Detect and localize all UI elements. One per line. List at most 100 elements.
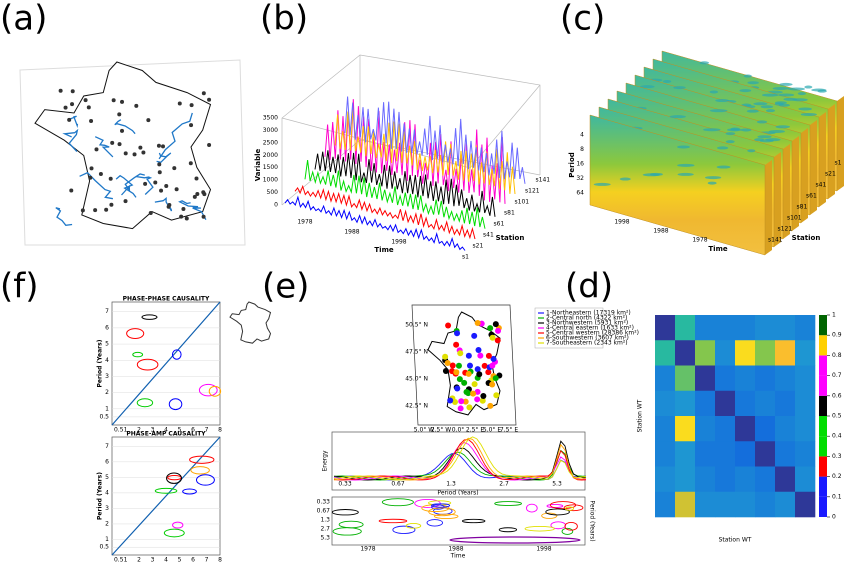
wave-spot (779, 82, 793, 86)
wave-spot (593, 182, 611, 186)
station (132, 152, 137, 157)
y-tick-label: 7 (105, 443, 109, 450)
x-tick-label: 2 (137, 557, 141, 562)
wave-spot (740, 128, 752, 132)
station (108, 176, 113, 181)
heatmap-cell (715, 365, 736, 392)
slab-side (819, 112, 826, 207)
contour (163, 528, 185, 538)
station (495, 327, 502, 334)
colorbar-segment (819, 315, 827, 336)
wave-spot (642, 173, 661, 177)
colorbar-segment (819, 416, 827, 437)
station (93, 208, 98, 213)
coherence-contour (545, 508, 570, 516)
station (189, 123, 194, 128)
station (487, 325, 494, 332)
colorbar-tick-label: 0.9 (832, 332, 842, 339)
heatmap-cell (755, 466, 776, 493)
colorbar-tick-label: 0.8 (832, 352, 842, 359)
panel-label: (a) (0, 0, 47, 39)
z-tick-label: s101 (787, 215, 802, 222)
legend-label: 5-Central western (28386 km²) (546, 330, 639, 337)
coherence-contour (541, 512, 558, 519)
station (442, 368, 449, 375)
colorbar-segment (819, 496, 827, 517)
heatmap-cell (695, 390, 716, 417)
station (94, 147, 99, 152)
wave-spot (677, 172, 694, 176)
station (111, 98, 116, 103)
river (114, 119, 136, 135)
heatmap-cell (735, 491, 756, 518)
colorbar-tick-label: 0.2 (832, 473, 842, 480)
slab-side (783, 144, 790, 239)
wave-spot (677, 145, 690, 149)
heatmap-cell (655, 340, 676, 366)
z-tick-label: s121 (525, 188, 540, 195)
heatmap-cell (715, 466, 736, 493)
station (157, 162, 162, 167)
contour (168, 398, 183, 411)
y-tick-label: 2000 (263, 152, 278, 159)
station (194, 176, 199, 181)
slab-face (589, 114, 766, 256)
station (456, 376, 463, 383)
heatmap-cell (735, 340, 756, 366)
y-tick-label: 1 (105, 405, 109, 412)
station (192, 194, 197, 199)
heatmap-cell (735, 466, 756, 493)
wave-spot (768, 129, 785, 133)
coherence-contour (430, 503, 451, 508)
heatmap-cell (735, 390, 756, 417)
heatmap-cell (735, 441, 756, 467)
y-tick-label: 1000 (263, 177, 278, 184)
wave-spot (673, 86, 686, 90)
y-tick-label: 1500 (263, 164, 278, 171)
station (159, 188, 164, 193)
station (462, 398, 469, 405)
contour (195, 474, 215, 486)
wave-spot (662, 79, 672, 83)
heatmap-cell (775, 441, 796, 467)
x-tick-label: 2.7 (499, 481, 509, 488)
station (444, 360, 451, 367)
series-line (304, 160, 486, 229)
station (146, 118, 151, 123)
station (480, 392, 487, 399)
wave-spot (746, 109, 759, 113)
y-tick-label: 0 (274, 202, 278, 209)
z-tick-label: s1 (835, 160, 842, 167)
station (207, 142, 212, 147)
station (138, 145, 143, 150)
station (455, 362, 462, 369)
colorbar-segment (819, 436, 827, 457)
y-tick-label: 5 (105, 341, 109, 348)
station (201, 91, 206, 96)
station (184, 216, 189, 221)
x-tick-label: 0.5 (114, 427, 124, 434)
colorbar-tick-label: 0.4 (832, 433, 842, 440)
x-tick-label: 1998 (536, 546, 551, 553)
station (465, 352, 472, 359)
axis-label: Station WT (719, 537, 752, 544)
z-tick-label: s141 (768, 237, 783, 244)
coherence-contour (561, 527, 574, 535)
heatmap-cell (655, 466, 676, 493)
slab-side (828, 104, 835, 199)
heatmap-cell (755, 416, 776, 442)
coherence-contour (449, 536, 581, 544)
station (454, 385, 461, 392)
coherence-contour (332, 527, 362, 536)
wave-spot (677, 163, 695, 167)
station (463, 389, 470, 396)
y-tick-label: 3 (105, 505, 109, 512)
wave-spot (765, 109, 776, 113)
station (172, 166, 177, 171)
x-tick-label: 5 (178, 557, 182, 562)
station (189, 103, 194, 108)
axis-label: Period (Years) (97, 472, 104, 520)
heatmap-cell (675, 441, 696, 467)
colorbar-tick-label: 0.1 (832, 493, 842, 500)
y-tick-label: 2500 (263, 139, 278, 146)
